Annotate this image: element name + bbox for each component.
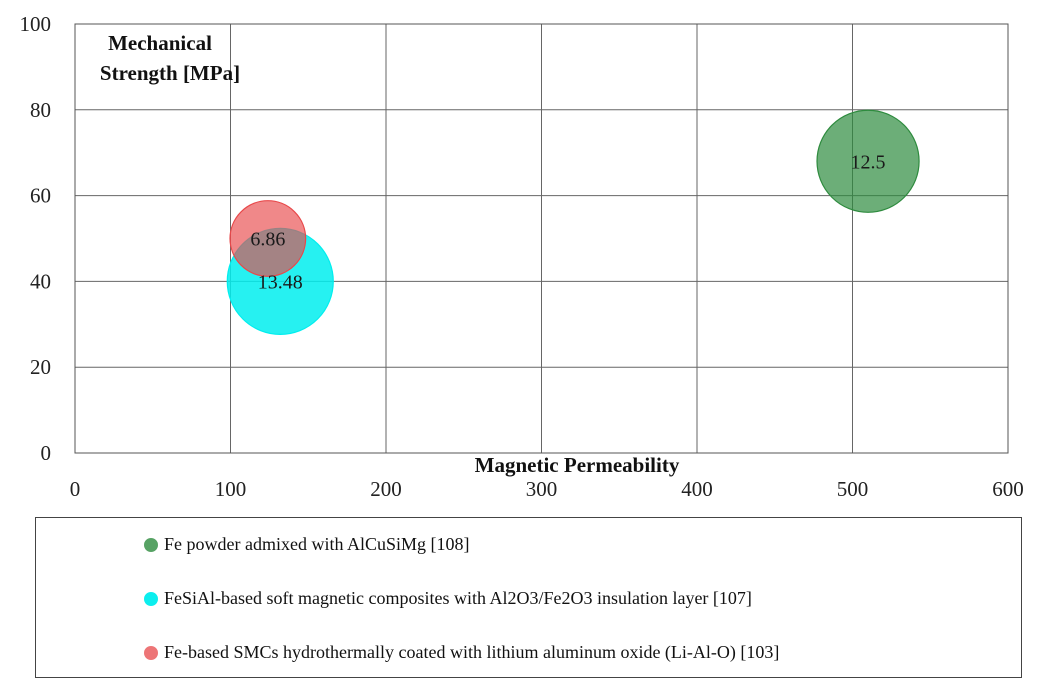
bubble-data-label: 12.5 <box>851 151 886 173</box>
x-tick-label: 100 <box>215 477 247 501</box>
legend-item-fe-alcusimg: Fe powder admixed with AlCuSiMg [108] <box>144 534 469 555</box>
x-tick-label: 300 <box>526 477 558 501</box>
y-tick-label: 0 <box>41 441 52 465</box>
bubble-0 <box>816 109 920 213</box>
legend-marker-cyan <box>144 591 158 606</box>
y-axis-title-line1: Mechanical <box>108 31 212 55</box>
x-tick-label: 500 <box>837 477 869 501</box>
legend-marker-green <box>144 537 158 552</box>
bubble-data-label: 6.86 <box>250 229 285 251</box>
bubbles: 12.5 13.48 6.86 <box>226 109 920 335</box>
x-tick-label: 0 <box>70 477 81 501</box>
y-tick-label: 60 <box>30 184 51 208</box>
legend-label: Fe-based SMCs hydrothermally coated with… <box>164 642 780 662</box>
tick-labels: 0 100 200 300 400 500 600 0 20 40 60 80 100 <box>20 12 1024 501</box>
bubble-chart: 12.5 13.48 6.86 0 100 200 300 400 500 600 0 20 40 60… <box>20 12 1024 501</box>
x-tick-label: 200 <box>370 477 402 501</box>
bubble-data-label: 13.48 <box>258 271 303 293</box>
legend-marker-red <box>144 645 158 660</box>
x-tick-label: 400 <box>681 477 713 501</box>
y-tick-label: 40 <box>30 269 51 293</box>
legend-label: Fe powder admixed with AlCuSiMg [108] <box>164 534 470 554</box>
grid <box>75 24 1008 453</box>
y-tick-label: 100 <box>20 12 52 36</box>
legend-item-li-al-o: Fe-based SMCs hydrothermally coated with… <box>144 642 779 663</box>
y-axis-title-line2: Strength [MPa] <box>100 61 240 85</box>
legend: Fe powder admixed with AlCuSiMg [108] Fe… <box>35 517 1022 678</box>
x-tick-label: 600 <box>992 477 1024 501</box>
plot-area <box>74 23 1009 454</box>
y-tick-label: 20 <box>30 355 51 379</box>
legend-item-fesial: FeSiAl-based soft magnetic composites wi… <box>144 588 752 609</box>
y-tick-label: 80 <box>30 98 51 122</box>
bubble-2 <box>229 200 307 277</box>
x-axis-title: Magnetic Permeability <box>475 453 680 477</box>
legend-label: FeSiAl-based soft magnetic composites wi… <box>164 588 752 608</box>
